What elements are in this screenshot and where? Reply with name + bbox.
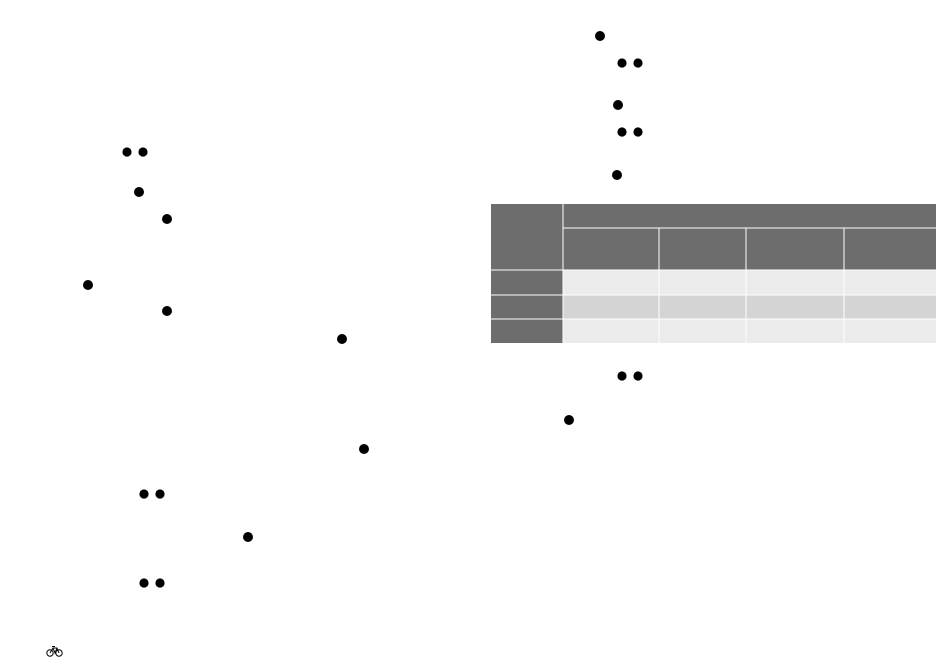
table-lines	[491, 204, 936, 343]
set-icon	[83, 280, 93, 290]
set-icon	[564, 415, 574, 425]
plus-minus-icon	[139, 578, 165, 588]
table-row-header	[491, 270, 563, 343]
plus-minus-icon	[122, 147, 148, 157]
table	[491, 204, 936, 343]
set-icon-red	[162, 306, 172, 316]
plus-minus-icon	[617, 127, 643, 137]
table-header	[491, 204, 936, 270]
table-row	[563, 270, 936, 295]
set-icon	[243, 532, 253, 542]
plus-minus-icon	[617, 371, 643, 381]
set-icon	[337, 334, 347, 344]
table-row	[563, 319, 936, 343]
set-icon	[613, 100, 623, 110]
set-icon-red	[162, 214, 172, 224]
plus-minus-icon	[617, 58, 643, 68]
bicycle-icon	[46, 646, 63, 657]
plus-minus-icon	[139, 489, 165, 499]
set-icon	[612, 170, 622, 180]
set-icon	[595, 31, 605, 41]
table-row	[563, 295, 936, 319]
set-icon	[134, 187, 144, 197]
set-icon	[359, 444, 369, 454]
